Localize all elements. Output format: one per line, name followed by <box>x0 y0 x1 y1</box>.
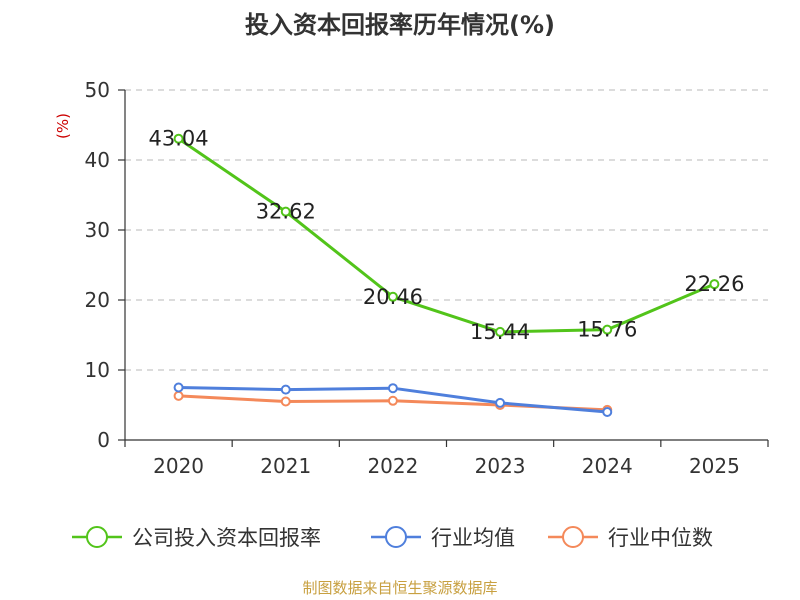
legend-marker <box>562 526 584 548</box>
x-tick-label: 2025 <box>689 454 740 478</box>
y-tick-labels: 0 10 20 30 40 50 <box>85 78 110 452</box>
data-point <box>280 384 291 395</box>
legend-item[interactable]: 行业中位数 <box>548 526 713 550</box>
data-point <box>495 326 506 337</box>
data-point <box>387 395 398 406</box>
x-tick-label: 2022 <box>367 454 418 478</box>
series <box>173 133 720 417</box>
y-tick-label: 20 <box>85 288 110 312</box>
data-point <box>387 383 398 394</box>
data-label: 32.62 <box>256 200 316 224</box>
x-tick-label: 2021 <box>260 454 311 478</box>
x-tick-label: 2023 <box>475 454 526 478</box>
legend-item[interactable]: 公司投入资本回报率 <box>72 526 321 550</box>
x-tick-label: 2024 <box>582 454 633 478</box>
data-label: 15.76 <box>577 318 637 342</box>
data-point <box>709 279 720 290</box>
legend-marker <box>385 526 407 548</box>
data-labels: 43.04 32.62 20.46 15.44 15.76 22.26 <box>149 127 745 344</box>
axes <box>118 89 769 447</box>
grid-lines <box>125 89 768 371</box>
legend[interactable]: 公司投入资本回报率 行业均值 行业中位数 <box>72 526 713 550</box>
data-point <box>280 396 291 407</box>
y-tick-label: 40 <box>85 148 110 172</box>
data-label: 22.26 <box>684 272 744 296</box>
data-label: 15.44 <box>470 320 530 344</box>
data-point <box>173 382 184 393</box>
legend-label: 行业中位数 <box>608 526 713 550</box>
y-tick-label: 10 <box>85 358 110 382</box>
data-point <box>602 324 613 335</box>
y-tick-label: 30 <box>85 218 110 242</box>
data-point <box>495 397 506 408</box>
y-tick-label: 50 <box>85 78 110 102</box>
data-point <box>173 390 184 401</box>
legend-label: 行业均值 <box>431 526 515 550</box>
data-point <box>173 133 184 144</box>
y-tick-label: 0 <box>97 428 110 452</box>
data-point <box>387 291 398 302</box>
y-axis-unit: (%) <box>54 113 72 139</box>
x-tick-label: 2020 <box>153 454 204 478</box>
data-label: 43.04 <box>149 127 209 151</box>
data-point <box>602 407 613 417</box>
legend-marker <box>86 526 108 548</box>
source-note: 制图数据来自恒生聚源数据库 <box>302 579 497 597</box>
data-label: 20.46 <box>363 285 423 309</box>
x-tick-labels: 2020 2021 2022 2023 2024 2025 <box>153 454 740 478</box>
legend-item[interactable]: 行业均值 <box>371 526 515 550</box>
chart-title: 投入资本回报率历年情况(%) <box>245 11 555 39</box>
legend-label: 公司投入资本回报率 <box>132 526 321 550</box>
series-line <box>177 137 716 334</box>
data-point <box>280 206 291 217</box>
